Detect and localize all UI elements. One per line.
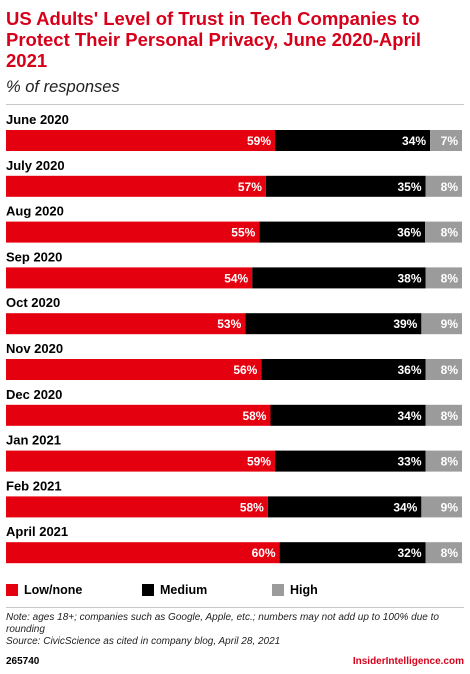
data-label-low-none-april-2021: 60% bbox=[252, 546, 276, 560]
legend-swatch-high bbox=[272, 584, 284, 596]
brand-link[interactable]: InsiderIntelligence.com bbox=[352, 656, 464, 667]
bar-medium-oct-2020 bbox=[245, 313, 422, 335]
category-label-feb-2021: Feb 2021 bbox=[6, 478, 62, 493]
bar-low-none-july-2020 bbox=[6, 175, 266, 197]
data-label-medium-april-2021: 32% bbox=[397, 546, 421, 560]
bar-low-none-jan-2021 bbox=[6, 450, 276, 472]
bar-high-dec-2020 bbox=[425, 404, 462, 426]
footer: 265740 InsiderIntelligence.com bbox=[6, 656, 464, 667]
data-label-medium-july-2020: 35% bbox=[397, 180, 421, 194]
footnote: Note: ages 18+; companies such as Google… bbox=[6, 612, 464, 648]
data-label-high-aug-2020: 8% bbox=[441, 226, 459, 240]
data-label-low-none-aug-2020: 55% bbox=[231, 226, 255, 240]
data-label-high-june-2020: 7% bbox=[441, 134, 459, 148]
category-label-jan-2021: Jan 2021 bbox=[6, 433, 61, 448]
legend: Low/none Medium High bbox=[6, 583, 466, 601]
source-text: Source: CivicScience as cited in company… bbox=[6, 636, 281, 647]
data-label-medium-oct-2020: 39% bbox=[393, 317, 417, 331]
bar-high-nov-2020 bbox=[425, 359, 462, 380]
note-text: Note: ages 18+; companies such as Google… bbox=[6, 612, 439, 635]
data-label-high-july-2020: 8% bbox=[441, 180, 459, 194]
bar-low-none-april-2021 bbox=[6, 542, 280, 564]
category-label-dec-2020: Dec 2020 bbox=[6, 387, 62, 402]
legend-swatch-medium bbox=[142, 584, 154, 596]
legend-label-high: High bbox=[290, 583, 318, 597]
bar-high-jan-2021 bbox=[425, 450, 462, 472]
data-label-medium-feb-2021: 34% bbox=[393, 500, 417, 514]
data-label-high-sep-2020: 8% bbox=[441, 271, 459, 285]
top-divider bbox=[6, 104, 464, 105]
chart-id: 265740 bbox=[6, 656, 40, 667]
bar-low-none-sep-2020 bbox=[6, 267, 253, 289]
legend-item-high: High bbox=[272, 583, 318, 597]
bar-low-none-nov-2020 bbox=[6, 359, 262, 380]
legend-label-low: Low/none bbox=[24, 583, 83, 597]
data-label-high-feb-2021: 9% bbox=[441, 500, 459, 514]
chart-subtitle: % of responses bbox=[6, 78, 120, 96]
category-label-nov-2020: Nov 2020 bbox=[6, 341, 63, 356]
bar-medium-june-2020 bbox=[275, 130, 431, 151]
bar-medium-sep-2020 bbox=[252, 267, 426, 289]
bar-medium-dec-2020 bbox=[270, 404, 426, 426]
data-label-high-april-2021: 8% bbox=[441, 546, 459, 560]
data-label-low-none-nov-2020: 56% bbox=[233, 363, 257, 377]
bar-low-none-dec-2020 bbox=[6, 404, 271, 426]
category-label-april-2021: April 2021 bbox=[6, 524, 68, 539]
category-label-sep-2020: Sep 2020 bbox=[6, 249, 62, 264]
data-label-high-jan-2021: 8% bbox=[441, 455, 459, 469]
bar-high-sep-2020 bbox=[425, 267, 462, 289]
bar-high-aug-2020 bbox=[425, 221, 462, 243]
bar-low-none-oct-2020 bbox=[6, 313, 246, 335]
data-label-high-dec-2020: 8% bbox=[441, 409, 459, 423]
category-label-july-2020: July 2020 bbox=[6, 158, 65, 173]
bar-low-none-feb-2021 bbox=[6, 496, 268, 518]
data-label-low-none-jan-2021: 59% bbox=[247, 455, 271, 469]
legend-swatch-low bbox=[6, 584, 18, 596]
bar-medium-feb-2021 bbox=[267, 496, 422, 518]
bar-high-oct-2020 bbox=[421, 313, 462, 335]
bar-high-april-2021 bbox=[425, 542, 462, 564]
legend-item-medium: Medium bbox=[142, 583, 207, 597]
bar-medium-july-2020 bbox=[265, 175, 426, 197]
legend-item-low: Low/none bbox=[6, 583, 82, 597]
data-label-low-none-july-2020: 57% bbox=[238, 180, 262, 194]
bar-high-july-2020 bbox=[425, 175, 462, 197]
data-label-low-none-dec-2020: 58% bbox=[242, 409, 266, 423]
data-label-low-none-oct-2020: 53% bbox=[217, 317, 241, 331]
bar-medium-aug-2020 bbox=[259, 221, 426, 243]
data-label-low-none-june-2020: 59% bbox=[247, 134, 271, 148]
data-label-medium-dec-2020: 34% bbox=[397, 409, 421, 423]
category-label-aug-2020: Aug 2020 bbox=[6, 204, 64, 219]
legend-label-medium: Medium bbox=[160, 583, 208, 597]
bottom-divider bbox=[6, 607, 464, 608]
bar-medium-nov-2020 bbox=[261, 359, 426, 380]
bar-medium-jan-2021 bbox=[275, 450, 426, 472]
chart-title: US Adults' Level of Trust in Tech Compan… bbox=[6, 8, 422, 71]
data-label-medium-june-2020: 34% bbox=[402, 134, 426, 148]
bar-low-none-aug-2020 bbox=[6, 221, 260, 243]
bar-low-none-june-2020 bbox=[6, 130, 276, 151]
stacked-bar-chart: June 2020 59% 34% 7% July 2020 57% 35% 8% Aug 20… bbox=[6, 112, 462, 564]
data-label-medium-jan-2021: 33% bbox=[397, 455, 421, 469]
category-label-oct-2020: Oct 2020 bbox=[6, 295, 60, 310]
bar-medium-april-2021 bbox=[279, 542, 426, 564]
data-label-high-oct-2020: 9% bbox=[441, 317, 459, 331]
category-label-june-2020: June 2020 bbox=[6, 112, 69, 127]
bar-high-june-2020 bbox=[430, 130, 462, 151]
data-label-medium-aug-2020: 36% bbox=[397, 226, 421, 240]
bar-high-feb-2021 bbox=[421, 496, 462, 518]
data-label-medium-sep-2020: 38% bbox=[397, 271, 421, 285]
data-label-high-nov-2020: 8% bbox=[441, 363, 459, 377]
data-label-low-none-sep-2020: 54% bbox=[224, 271, 248, 285]
data-label-medium-nov-2020: 36% bbox=[397, 363, 421, 377]
data-label-low-none-feb-2021: 58% bbox=[240, 500, 264, 514]
